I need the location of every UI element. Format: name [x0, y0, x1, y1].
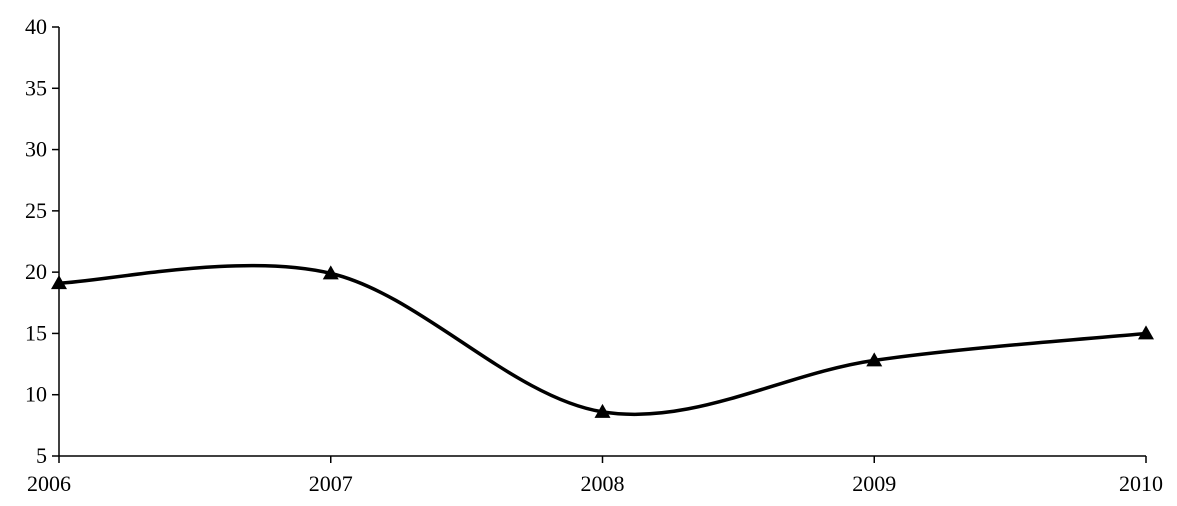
data-point-marker [1138, 325, 1154, 340]
y-tick-label: 25 [25, 198, 47, 223]
x-tick-label: 2008 [581, 471, 625, 496]
y-tick-label: 10 [25, 382, 47, 407]
series-line [57, 263, 1148, 417]
x-tick-label: 2009 [852, 471, 896, 496]
x-tick-label: 2007 [309, 471, 353, 496]
series [51, 263, 1154, 418]
data-point-marker [51, 275, 67, 290]
x-tick-label: 2006 [27, 471, 71, 496]
x-axis: 2006 2007 2008 2009 2010 [27, 455, 1163, 496]
y-axis: 5 10 15 20 25 30 35 40 [25, 14, 60, 468]
x-tick-label: 2010 [1119, 471, 1163, 496]
y-tick-label: 35 [25, 75, 47, 100]
y-tick-label: 40 [25, 14, 47, 39]
data-point-marker [594, 403, 611, 418]
data-point-marker [322, 265, 339, 280]
y-tick-label: 20 [25, 259, 47, 284]
y-tick-label: 30 [25, 137, 47, 162]
data-point-marker [866, 352, 883, 367]
y-tick-label: 5 [36, 443, 47, 468]
y-tick-label: 15 [25, 320, 47, 345]
